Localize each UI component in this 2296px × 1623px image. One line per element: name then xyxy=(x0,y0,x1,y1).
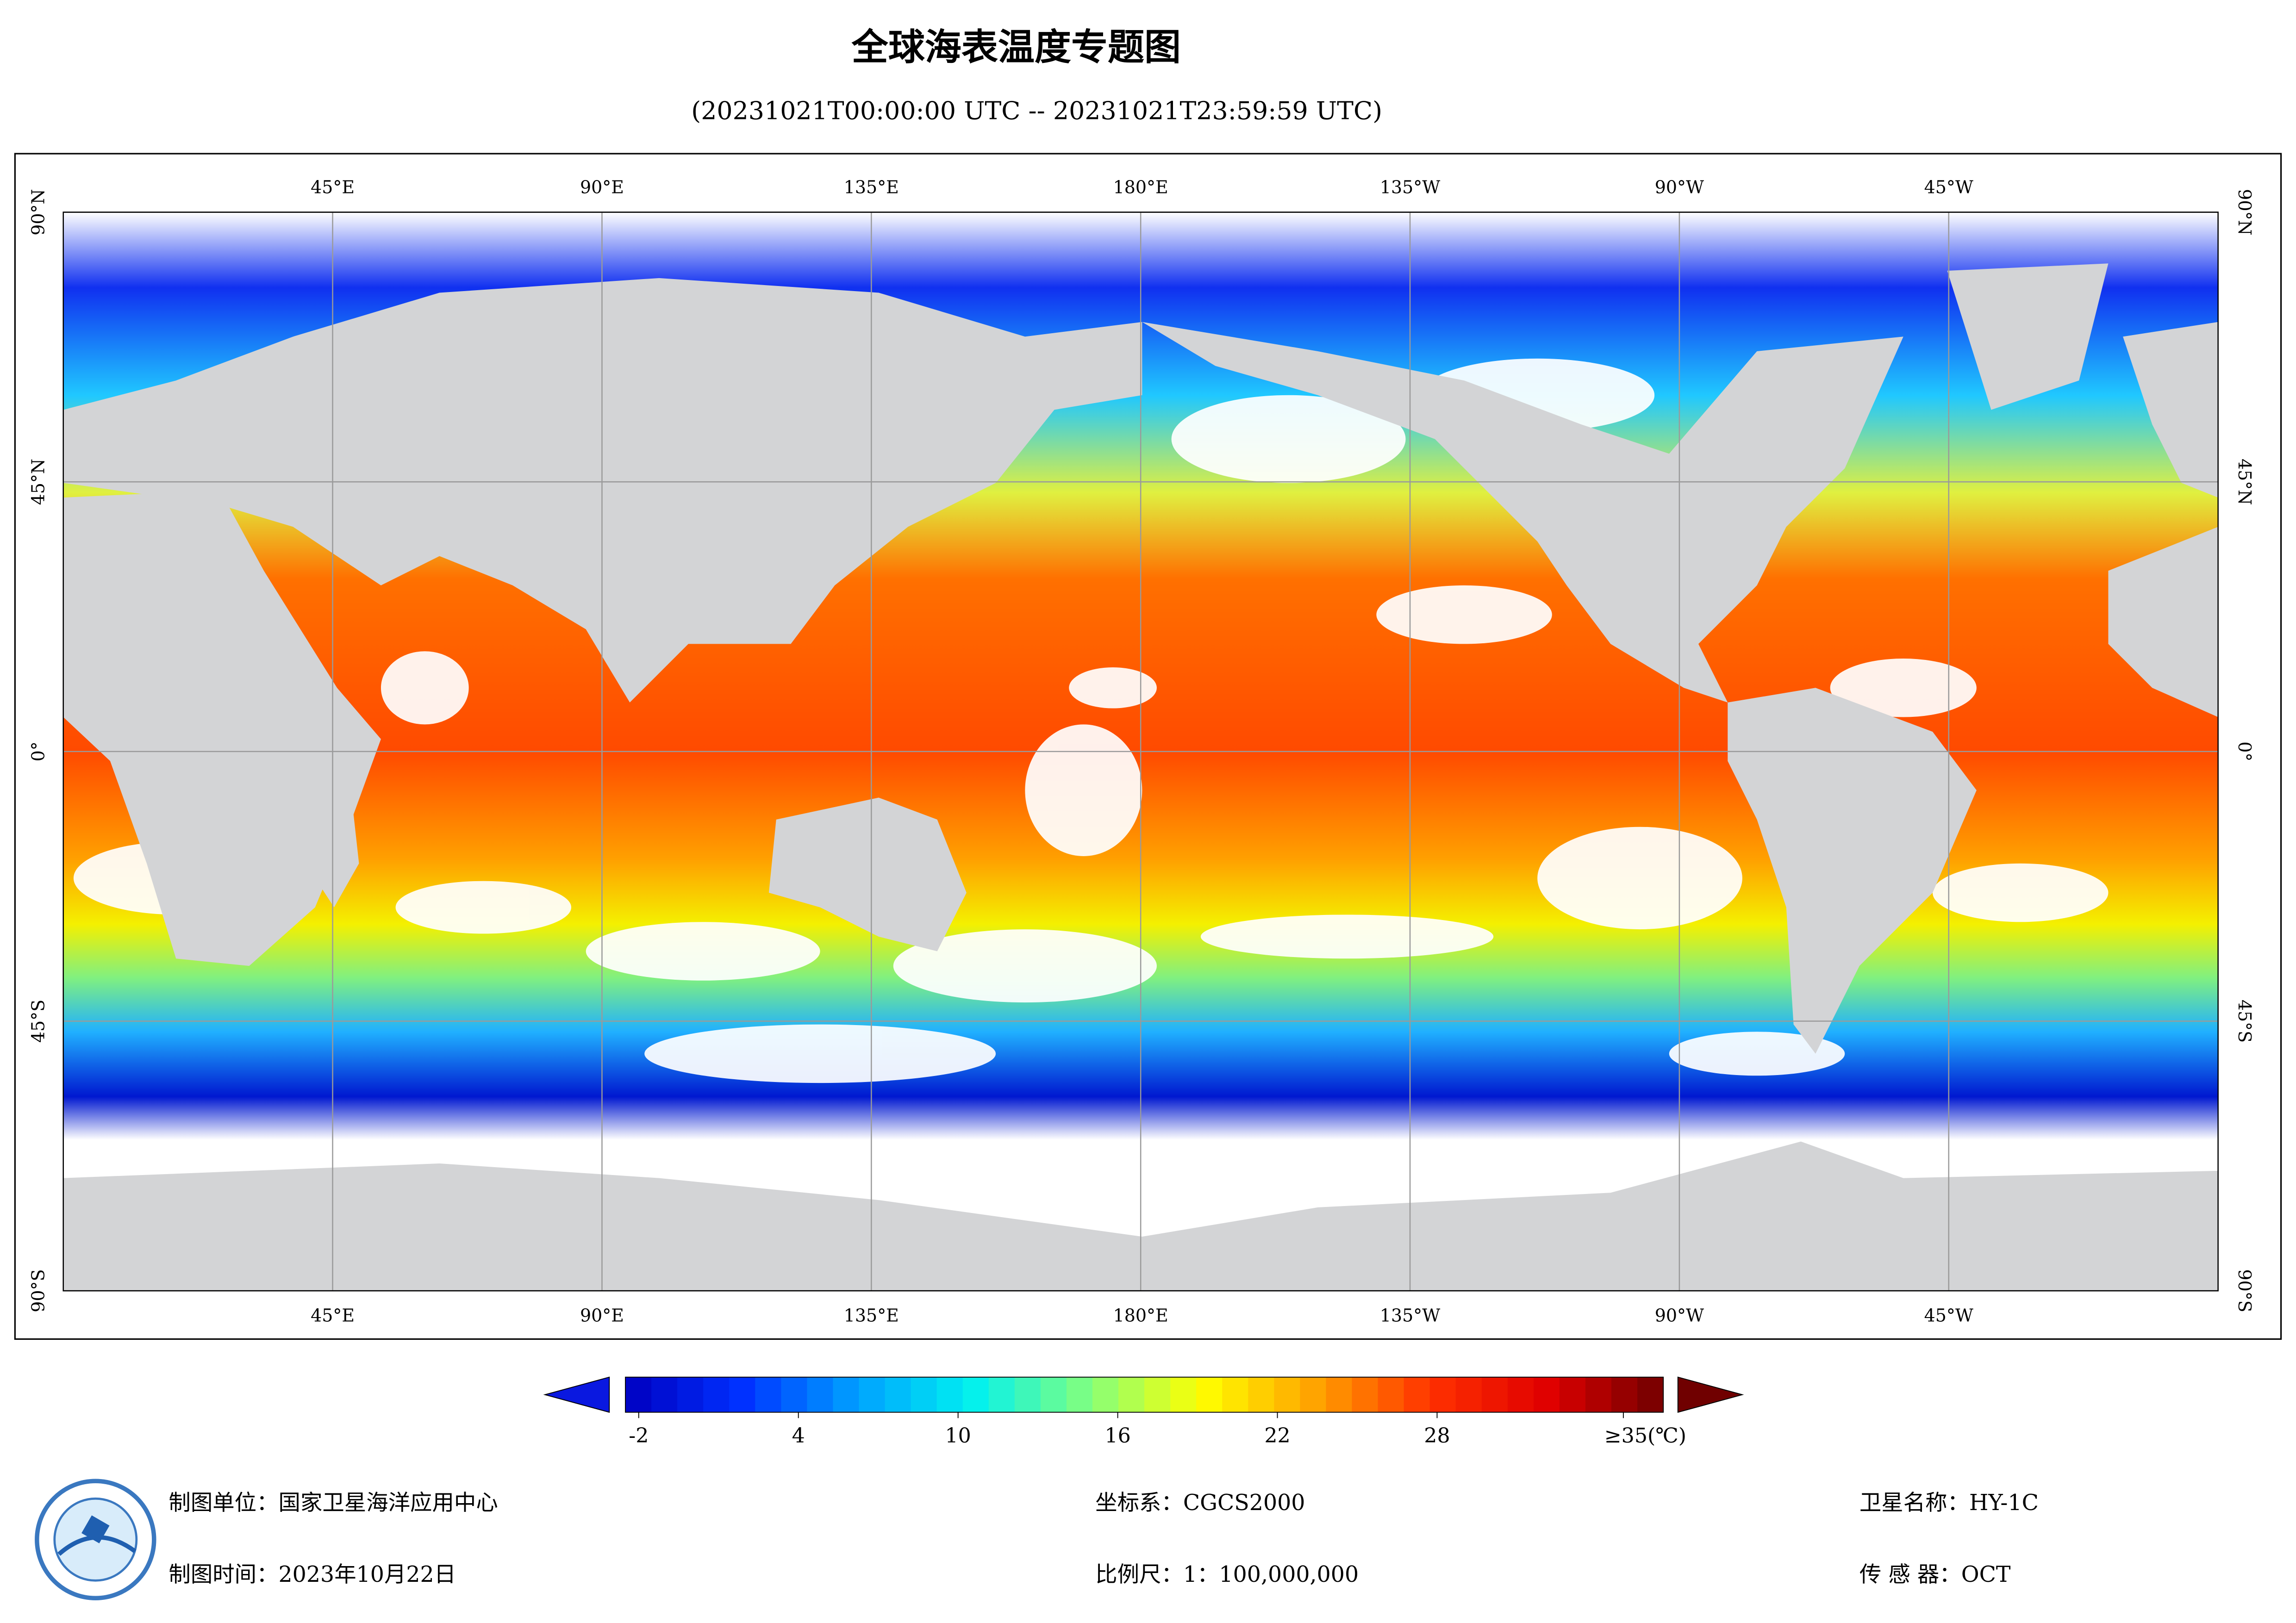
colorbar-segment xyxy=(1637,1377,1664,1412)
australia xyxy=(768,797,967,951)
colorbar: -2 4 10 16 22 28 ≥35(℃) xyxy=(625,1376,1686,1448)
colorbar-label: 22 xyxy=(1264,1424,1290,1448)
colorbar-segment xyxy=(1585,1377,1612,1412)
colorbar-segment xyxy=(1092,1377,1119,1412)
colorbar-segment xyxy=(885,1377,911,1412)
lat-label-right: 45°N xyxy=(2234,459,2255,505)
colorbar-segment xyxy=(988,1377,1015,1412)
colorbar-segment xyxy=(1170,1377,1197,1412)
colorbar-segment xyxy=(859,1377,886,1412)
colorbar-border xyxy=(625,1376,1664,1413)
lat-label-right: 0° xyxy=(2234,741,2255,761)
colorbar-segment xyxy=(1404,1377,1430,1412)
colorbar-label: -2 xyxy=(629,1424,649,1448)
lon-label-bottom: 90°E xyxy=(580,1306,624,1326)
colorbar-segment xyxy=(651,1377,678,1412)
colorbar-segment xyxy=(833,1377,860,1412)
colorbar-label: 28 xyxy=(1424,1424,1450,1448)
colorbar-segment xyxy=(1144,1377,1171,1412)
colorbar-segment xyxy=(1429,1377,1456,1412)
colorbar-segment xyxy=(807,1377,834,1412)
colorbar-segment xyxy=(1559,1377,1586,1412)
logo xyxy=(35,1479,156,1600)
colorbar-segment xyxy=(936,1377,963,1412)
map-unit: 制图单位：国家卫星海洋应用中心 xyxy=(168,1490,498,1516)
lat-label-right: 90°S xyxy=(2234,1269,2255,1312)
lat-label-left: 90°S xyxy=(28,1269,49,1312)
frame xyxy=(14,153,2282,1340)
colorbar-label: 10 xyxy=(945,1424,971,1448)
colorbar-segment xyxy=(1507,1377,1534,1412)
lat-label-right: 45°S xyxy=(2234,1000,2255,1043)
subtitle: (20231021T00:00:00 UTC -- 20231021T23:59… xyxy=(691,96,1382,125)
lon-label-top: 45°E xyxy=(311,177,355,197)
colorbar-segment xyxy=(1222,1377,1249,1412)
lon-label-top: 90°W xyxy=(1655,177,1704,197)
colorbar-high-arrow xyxy=(1677,1376,1744,1413)
colorbar-segment xyxy=(1533,1377,1560,1412)
colorbar-label: 16 xyxy=(1104,1424,1130,1448)
lon-label-top: 45°W xyxy=(1924,177,1973,197)
greenland xyxy=(1947,263,2109,410)
lon-label-bottom: 135°W xyxy=(1380,1306,1440,1326)
colorbar-segment xyxy=(729,1377,756,1412)
colorbar-segment xyxy=(703,1377,730,1412)
lon-label-top: 135°W xyxy=(1380,177,1440,197)
coordinate-system: 坐标系：CGCS2000 xyxy=(1095,1490,1305,1516)
colorbar-segment xyxy=(1248,1377,1275,1412)
colorbar-segment xyxy=(1274,1377,1301,1412)
colorbar-segment xyxy=(962,1377,989,1412)
colorbar-segment xyxy=(1196,1377,1223,1412)
colorbar-segment xyxy=(1378,1377,1404,1412)
colorbar-segment xyxy=(1118,1377,1145,1412)
colorbar-segment xyxy=(677,1377,704,1412)
africa xyxy=(63,490,381,966)
north-america xyxy=(1142,322,1903,703)
colorbar-segment xyxy=(911,1377,937,1412)
title: 全球海表温度专题图 xyxy=(851,26,1181,68)
map-scale: 比例尺：1：100,000,000 xyxy=(1095,1562,1359,1587)
colorbar-segment xyxy=(1352,1377,1379,1412)
west-africa xyxy=(2108,527,2218,717)
colorbar-low-arrow xyxy=(543,1376,610,1413)
lat-label-left: 45°N xyxy=(28,459,49,505)
colorbar-segment xyxy=(1611,1377,1638,1412)
colorbar-segment xyxy=(1300,1377,1327,1412)
lon-label-bottom: 180°E xyxy=(1113,1306,1168,1326)
lat-label-left: 0° xyxy=(28,741,49,761)
lon-label-top: 90°E xyxy=(580,177,624,197)
lat-label-right: 90°N xyxy=(2234,189,2255,235)
madagascar xyxy=(315,797,359,908)
lat-label-left: 45°S xyxy=(28,1000,49,1043)
lon-label-bottom: 135°E xyxy=(844,1306,899,1326)
colorbar-segment xyxy=(1481,1377,1508,1412)
colorbar-segment xyxy=(781,1377,808,1412)
europe-west xyxy=(2123,322,2218,498)
colorbar-label: ≥35(℃) xyxy=(1604,1424,1686,1448)
colorbar-segment xyxy=(1066,1377,1093,1412)
sensor-name: 传 感 器：OCT xyxy=(1859,1562,2011,1587)
lon-label-top: 135°E xyxy=(844,177,899,197)
colorbar-segment xyxy=(755,1377,782,1412)
colorbar-label: 4 xyxy=(792,1424,805,1448)
map-date: 制图时间：2023年10月22日 xyxy=(168,1562,456,1587)
lon-label-top: 180°E xyxy=(1113,177,1168,197)
satellite-name: 卫星名称：HY-1C xyxy=(1859,1490,2039,1516)
lat-label-left: 90°N xyxy=(28,189,49,235)
south-america xyxy=(1728,688,1977,1054)
colorbar-segment xyxy=(625,1377,652,1412)
colorbar-segment xyxy=(1326,1377,1353,1412)
colorbar-segment xyxy=(1455,1377,1482,1412)
colorbar-segment xyxy=(1014,1377,1041,1412)
lon-label-bottom: 45°E xyxy=(311,1306,355,1326)
colorbar-segment xyxy=(1040,1377,1067,1412)
map-border xyxy=(62,211,2219,1292)
lon-label-bottom: 45°W xyxy=(1924,1306,1973,1326)
lon-label-bottom: 90°W xyxy=(1655,1306,1704,1326)
